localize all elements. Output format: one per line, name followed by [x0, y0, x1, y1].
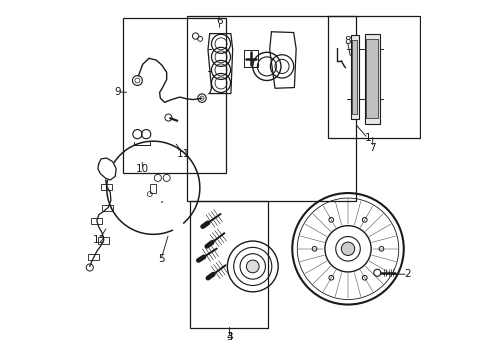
Text: 1: 1: [365, 133, 371, 143]
Circle shape: [246, 260, 259, 273]
Bar: [351, 35, 359, 119]
Bar: [367, 39, 378, 118]
Circle shape: [312, 247, 317, 251]
Text: 8: 8: [344, 36, 351, 46]
Bar: [98, 237, 109, 243]
Text: 7: 7: [369, 143, 376, 153]
Text: 10: 10: [136, 165, 149, 174]
Bar: [190, 201, 268, 328]
Bar: [245, 50, 258, 67]
Bar: [352, 40, 357, 114]
Text: 5: 5: [158, 255, 164, 264]
Bar: [187, 16, 356, 201]
Bar: [101, 184, 112, 190]
Circle shape: [329, 275, 334, 280]
Circle shape: [363, 217, 367, 222]
Bar: [102, 205, 113, 211]
Text: 4: 4: [226, 332, 233, 342]
Circle shape: [363, 275, 367, 280]
Bar: [328, 16, 419, 138]
Text: 2: 2: [405, 269, 411, 279]
Bar: [123, 18, 225, 173]
Polygon shape: [98, 158, 116, 180]
Circle shape: [379, 247, 384, 251]
Circle shape: [329, 217, 334, 222]
Text: 12: 12: [92, 235, 105, 245]
Bar: [150, 184, 156, 193]
Text: 11: 11: [176, 149, 190, 158]
Bar: [88, 254, 99, 260]
Bar: [365, 33, 380, 123]
Text: 9: 9: [114, 87, 121, 97]
Text: 6: 6: [216, 15, 223, 26]
Text: 3: 3: [226, 332, 233, 342]
Circle shape: [342, 242, 355, 256]
Bar: [91, 218, 102, 224]
